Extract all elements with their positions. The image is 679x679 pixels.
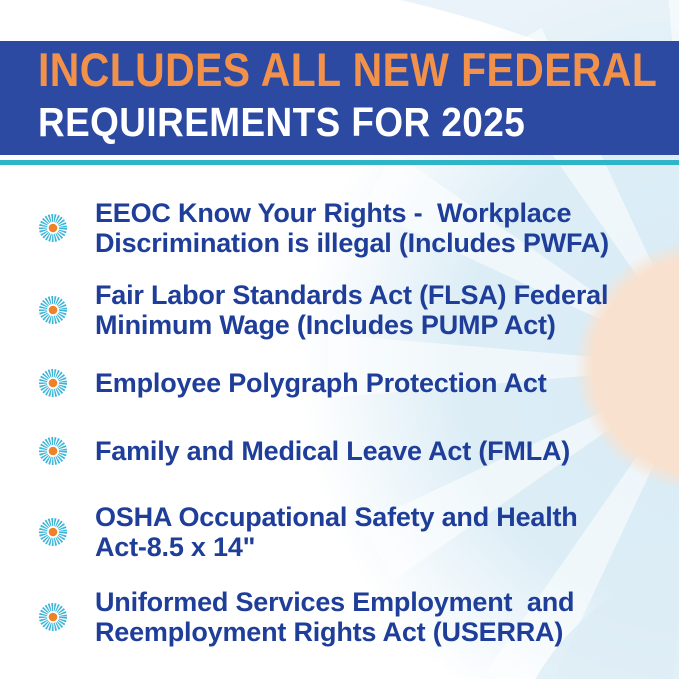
item-line: Uniformed Services Employment and (95, 587, 575, 617)
list-item-text: OSHA Occupational Safety and Health Act-… (95, 502, 578, 562)
item-line: Minimum Wage (Includes PUMP Act) (95, 310, 556, 340)
list-item: Fair Labor Standards Act (FLSA) Federal … (38, 280, 648, 340)
sunburst-icon (39, 437, 67, 465)
bottom-right-wash (535, 562, 679, 679)
sunburst-icon (39, 214, 67, 242)
sunburst-icon (39, 518, 67, 546)
banner-title-line2: REQUIREMENTS FOR 2025 (38, 99, 526, 145)
item-line: Family and Medical Leave Act (FMLA) (95, 436, 571, 466)
list-item-text: Employee Polygraph Protection Act (95, 368, 547, 398)
list-item-text: EEOC Know Your Rights - Workplace Discri… (95, 198, 609, 258)
list-item: Employee Polygraph Protection Act (38, 368, 648, 398)
item-line: Employee Polygraph Protection Act (95, 368, 547, 398)
list-item-text: Fair Labor Standards Act (FLSA) Federal … (95, 280, 608, 340)
item-line: OSHA Occupational Safety and Health (95, 502, 578, 532)
list-item: OSHA Occupational Safety and Health Act-… (38, 502, 648, 562)
list-item: EEOC Know Your Rights - Workplace Discri… (38, 198, 648, 258)
teal-divider (0, 160, 679, 165)
header-banner: INCLUDES ALL NEW FEDERAL REQUIREMENTS FO… (0, 41, 679, 155)
list-item: Family and Medical Leave Act (FMLA) (38, 436, 648, 466)
item-line: Act-8.5 x 14" (95, 532, 256, 562)
list-item: Uniformed Services Employment and Reempl… (38, 587, 648, 647)
sunburst-icon (39, 296, 67, 324)
sunburst-icon (39, 369, 67, 397)
list-item-text: Family and Medical Leave Act (FMLA) (95, 436, 570, 466)
item-line: Fair Labor Standards Act (FLSA) Federal (95, 280, 609, 310)
sunburst-icon (39, 603, 67, 631)
item-line: Discrimination is illegal (Includes PWFA… (95, 228, 609, 258)
item-line: EEOC Know Your Rights - Workplace (95, 198, 572, 228)
banner-title-line1: INCLUDES ALL NEW FEDERAL (38, 43, 658, 96)
requirements-list: EEOC Know Your Rights - Workplace Discri… (38, 198, 648, 647)
item-line: Reemployment Rights Act (USERRA) (95, 617, 564, 647)
list-item-text: Uniformed Services Employment and Reempl… (95, 587, 575, 647)
